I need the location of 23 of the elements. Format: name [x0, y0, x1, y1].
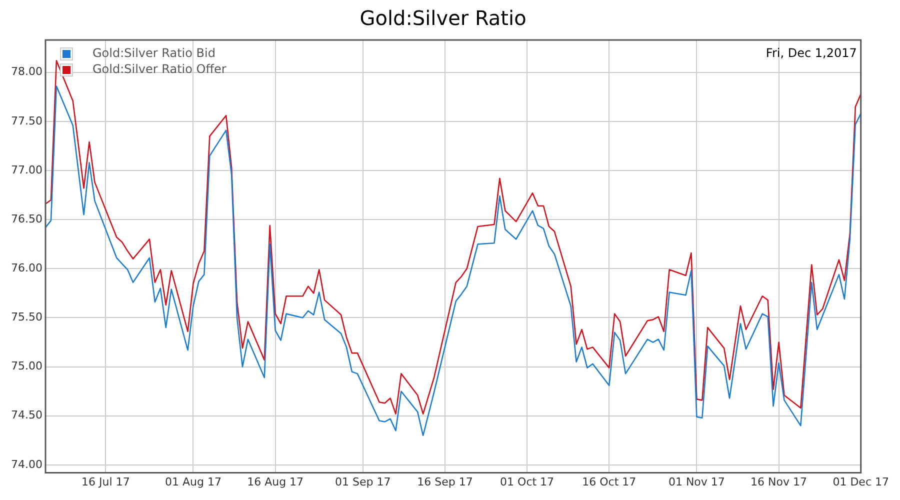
x-tick-label: 01 Aug 17	[165, 475, 222, 488]
chart-title: Gold:Silver Ratio	[360, 6, 526, 30]
x-tick-label: 01 Nov 17	[668, 475, 725, 488]
x-tick-label: 16 Sep 17	[417, 475, 473, 488]
legend-label: Gold:Silver Ratio Offer	[92, 62, 226, 76]
x-tick-label: 16 Nov 17	[750, 475, 808, 488]
y-tick-label: 76.50	[10, 212, 42, 226]
x-tick-label: 01 Dec 17	[832, 475, 890, 488]
y-tick-label: 75.00	[10, 360, 42, 373]
y-tick-label: 74.50	[10, 408, 42, 422]
y-tick-label: 77.50	[10, 114, 42, 128]
x-tick-label: 16 Oct 17	[582, 475, 636, 488]
y-tick-label: 77.00	[10, 163, 42, 176]
y-tick-label: 76.00	[10, 262, 42, 275]
annotation: Fri, Dec 1,2017	[766, 46, 857, 60]
x-tick-label: 01 Oct 17	[500, 475, 554, 488]
x-tick-label: 01 Sep 17	[335, 475, 391, 488]
x-tick-label: 16 Aug 17	[247, 475, 304, 488]
y-tick-label: 78.00	[10, 65, 42, 78]
x-tick-label: 16 Jul 17	[82, 475, 130, 488]
y-tick-label: 75.50	[10, 310, 42, 324]
legend-label: Gold:Silver Ratio Bid	[92, 46, 216, 60]
y-tick-label: 74.00	[10, 458, 42, 471]
